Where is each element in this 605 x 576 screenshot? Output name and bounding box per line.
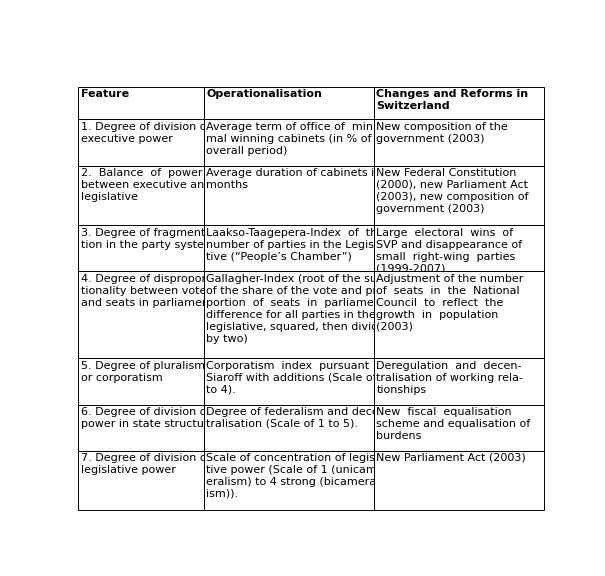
Bar bbox=[78, 119, 204, 165]
Bar bbox=[374, 271, 543, 358]
Text: Degree of federalism and decen-
tralisation (Scale of 1 to 5).: Degree of federalism and decen- tralisat… bbox=[206, 407, 390, 429]
Text: Laakso-Taagepera-Index  of  the
number of parties in the Legisla-
tive (“People’: Laakso-Taagepera-Index of the number of … bbox=[206, 228, 388, 262]
Bar bbox=[374, 450, 543, 510]
Bar bbox=[374, 119, 543, 165]
Text: 2.  Balance  of  power
between executive and
legislative: 2. Balance of power between executive an… bbox=[81, 168, 211, 202]
Bar bbox=[204, 271, 374, 358]
Bar bbox=[374, 404, 543, 450]
Text: Gallagher-Index (root of the sum
of the share of the vote and pro-
portion  of  : Gallagher-Index (root of the sum of the … bbox=[206, 274, 393, 344]
Bar bbox=[78, 87, 204, 119]
Bar bbox=[78, 271, 204, 358]
Bar bbox=[78, 358, 204, 404]
Bar bbox=[78, 450, 204, 510]
Bar bbox=[374, 358, 543, 404]
Text: 1. Degree of division of
executive power: 1. Degree of division of executive power bbox=[81, 122, 211, 143]
Bar bbox=[78, 404, 204, 450]
Bar bbox=[204, 358, 374, 404]
Text: Operationalisation: Operationalisation bbox=[206, 89, 322, 99]
Bar bbox=[204, 450, 374, 510]
Bar bbox=[204, 87, 374, 119]
Text: Average term of office of  mini-
mal winning cabinets (in % of the
overall perio: Average term of office of mini- mal winn… bbox=[206, 122, 394, 156]
Bar bbox=[78, 225, 204, 271]
Text: New Federal Constitution
(2000), new Parliament Act
(2003), new composition of
g: New Federal Constitution (2000), new Par… bbox=[376, 168, 529, 214]
Bar bbox=[374, 225, 543, 271]
Text: Changes and Reforms in
Switzerland: Changes and Reforms in Switzerland bbox=[376, 89, 529, 111]
Text: Feature: Feature bbox=[81, 89, 129, 99]
Text: New  fiscal  equalisation
scheme and equalisation of
burdens: New fiscal equalisation scheme and equal… bbox=[376, 407, 531, 441]
Text: 6. Degree of division of
power in state structure: 6. Degree of division of power in state … bbox=[81, 407, 215, 429]
Bar bbox=[78, 165, 204, 225]
Text: Adjustment of the number
of  seats  in  the  National
Council  to  reflect  the
: Adjustment of the number of seats in the… bbox=[376, 274, 524, 332]
Text: New Parliament Act (2003): New Parliament Act (2003) bbox=[376, 453, 526, 463]
Text: 4. Degree of dispropor-
tionality between votes
and seats in parliament: 4. Degree of dispropor- tionality betwee… bbox=[81, 274, 213, 308]
Text: 3. Degree of fragmenta-
tion in the party system: 3. Degree of fragmenta- tion in the part… bbox=[81, 228, 216, 249]
Text: New composition of the
government (2003): New composition of the government (2003) bbox=[376, 122, 508, 143]
Text: Deregulation  and  decen-
tralisation of working rela-
tionships: Deregulation and decen- tralisation of w… bbox=[376, 361, 523, 395]
Bar bbox=[204, 404, 374, 450]
Text: Large  electoral  wins  of
SVP and disappearance of
small  right-wing  parties
(: Large electoral wins of SVP and disappea… bbox=[376, 228, 523, 274]
Text: 5. Degree of pluralism
or corporatism: 5. Degree of pluralism or corporatism bbox=[81, 361, 205, 382]
Text: Scale of concentration of legisla-
tive power (Scale of 1 (unicam-
eralism) to 4: Scale of concentration of legisla- tive … bbox=[206, 453, 390, 499]
Bar bbox=[204, 119, 374, 165]
Text: 7. Degree of division of
legislative power: 7. Degree of division of legislative pow… bbox=[81, 453, 211, 475]
Bar bbox=[204, 165, 374, 225]
Text: Average duration of cabinets in
months: Average duration of cabinets in months bbox=[206, 168, 382, 190]
Bar bbox=[374, 165, 543, 225]
Text: Corporatism  index  pursuant  to
Siaroff with additions (Scale of 0
to 4).: Corporatism index pursuant to Siaroff wi… bbox=[206, 361, 388, 395]
Bar bbox=[374, 87, 543, 119]
Bar bbox=[204, 225, 374, 271]
